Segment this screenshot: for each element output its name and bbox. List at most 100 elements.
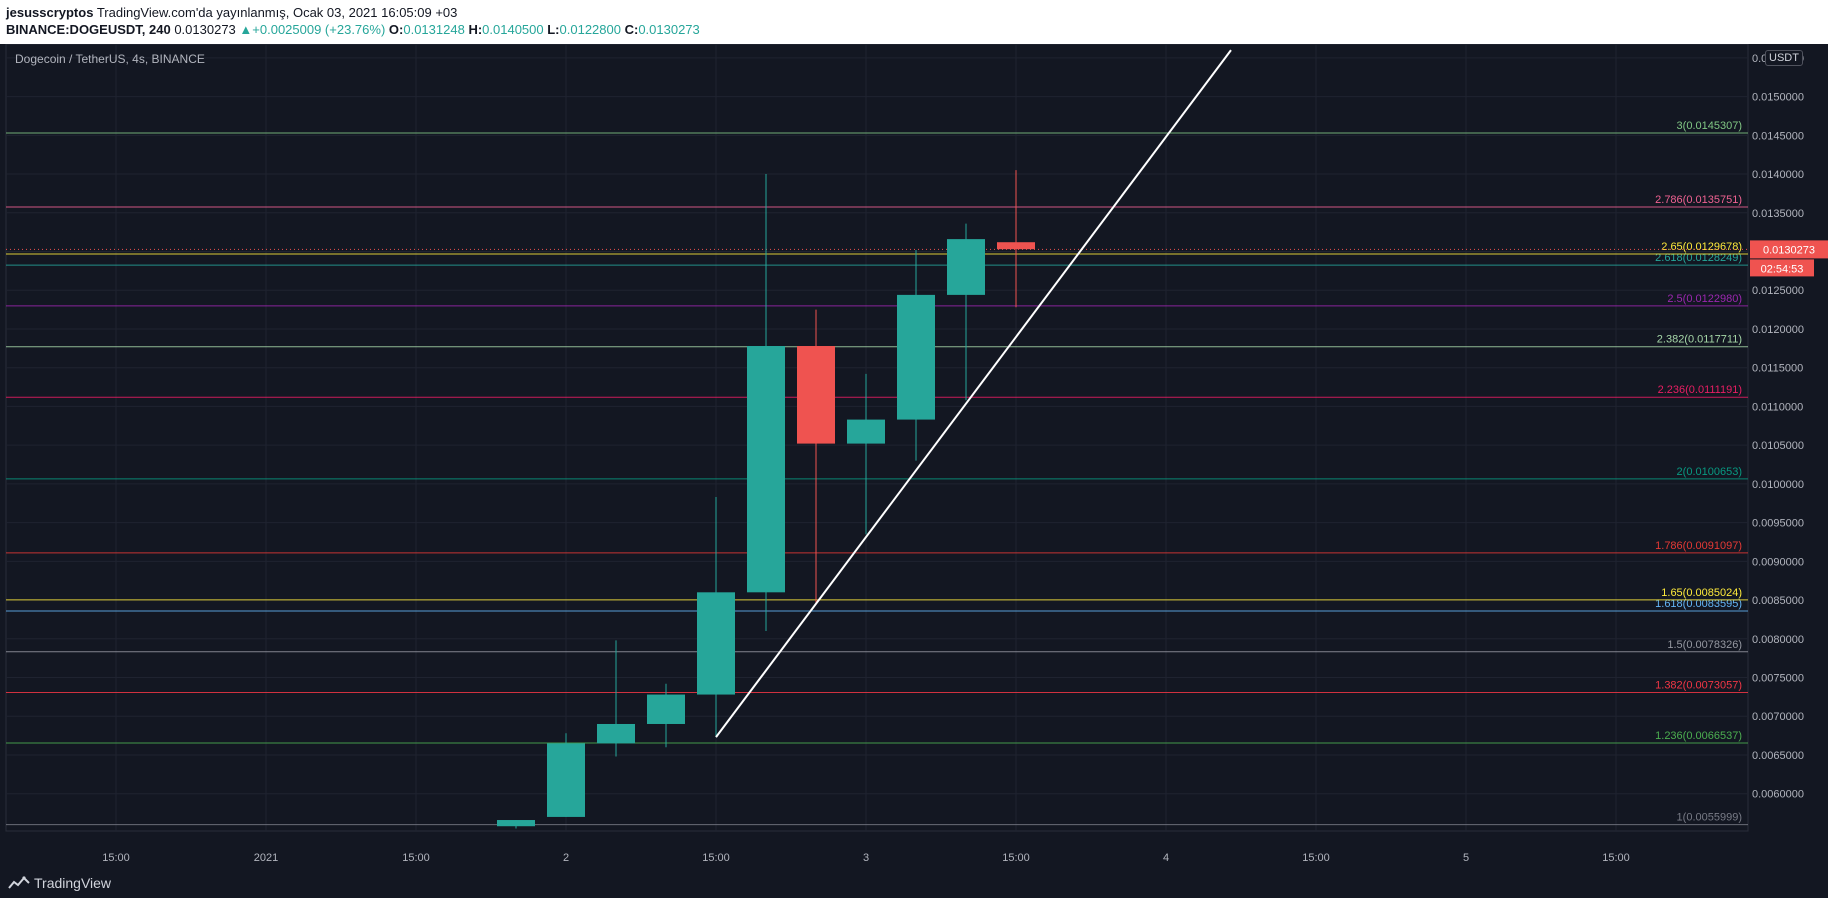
candle-body (997, 242, 1035, 250)
price-tick-label: 0.0135000 (1752, 208, 1804, 220)
candle-body (747, 346, 785, 593)
time-tick-label: 15:00 (1002, 852, 1030, 864)
time-tick-label: 15:00 (102, 852, 130, 864)
chart-area[interactable]: 0.0060000 0.0065000 0.0070000 0.0075000 0.00… (0, 44, 1828, 872)
fib-level-label: 1.786(0.0091097) (1655, 540, 1742, 552)
open-label: O: (388, 22, 404, 37)
candle-bullish (697, 497, 735, 738)
candle-body (497, 820, 535, 827)
last-price-marker (1750, 240, 1828, 259)
footer: TradingView (0, 872, 1828, 898)
close-value: 0.0130273 (638, 22, 700, 37)
price-tick-label: 0.0120000 (1752, 324, 1804, 336)
candle-bullish (547, 733, 585, 817)
time-tick-label: 2 (563, 852, 569, 864)
candle-bearish (797, 309, 835, 604)
fib-level-label: 1.65(0.0085024) (1661, 587, 1742, 599)
price-tick-label: 0.0095000 (1752, 518, 1804, 530)
candle-body (647, 694, 685, 724)
tradingview-logo-icon (8, 876, 30, 889)
price-tick-label: 0.0070000 (1752, 711, 1804, 723)
price-tick-label: 0.0085000 (1752, 595, 1804, 607)
candle-bullish (497, 820, 535, 829)
candle-body (547, 743, 585, 817)
time-tick-label: 15:00 (1602, 852, 1630, 864)
symbol-name: BINANCE:DOGEUSDT, 240 (6, 22, 171, 37)
candle-bullish (747, 174, 785, 632)
price-tick-label: 0.0115000 (1752, 363, 1803, 375)
time-tick-label: 5 (1463, 852, 1469, 864)
symbol-legend: BINANCE:DOGEUSDT, 240 0.0130273 ▲+0.0025… (6, 22, 700, 37)
candle-body (947, 239, 985, 295)
candles (497, 170, 1035, 829)
fib-level-label: 2.236(0.0111191) (1658, 384, 1742, 396)
candle-bullish (897, 249, 935, 461)
publish-info: jesusscryptos TradingView.com'da yayınla… (6, 5, 457, 20)
candle-bullish (847, 373, 885, 535)
price-tick-label: 0.0100000 (1752, 479, 1804, 491)
countdown-label: 02:54:53 (1761, 263, 1804, 275)
candle-bullish (947, 223, 985, 401)
fib-level-label: 2.382(0.0117711) (1657, 334, 1742, 346)
low-value: 0.0122800 (559, 22, 621, 37)
low-label: L: (547, 22, 560, 37)
candle-body (597, 723, 635, 744)
price-tick-label: 0.0105000 (1752, 440, 1804, 452)
time-tick-label: 15:00 (702, 852, 730, 864)
fib-level-label: 2.618(0.0128249) (1655, 252, 1742, 264)
fib-level-label: 2.65(0.0129678) (1661, 241, 1742, 253)
last-price-text: 0.0130273 (174, 22, 236, 37)
candle-body (847, 419, 885, 444)
fib-level-label: 1.5(0.0078326) (1667, 639, 1742, 651)
fib-level-label: 2(0.0100653) (1677, 466, 1742, 478)
time-tick-label: 2021 (254, 852, 278, 864)
fib-level-label: 1.236(0.0066537) (1655, 730, 1742, 742)
fib-level-label: 2.786(0.0135751) (1655, 194, 1742, 206)
publish-text: TradingView.com'da yayınlanmış, Ocak 03,… (96, 5, 458, 20)
high-label: H: (468, 22, 483, 37)
chart-header: jesusscryptos TradingView.com'da yayınla… (0, 0, 1828, 44)
candle-bullish (647, 683, 685, 748)
price-tick-label: 0.0110000 (1752, 401, 1803, 413)
price-tick-label: 0.0065000 (1752, 750, 1804, 762)
time-tick-label: 4 (1163, 852, 1169, 864)
currency-badge[interactable]: USDT (1765, 50, 1803, 66)
high-value: 0.0140500 (482, 22, 544, 37)
open-value: 0.0131248 (403, 22, 465, 37)
candle-body (697, 592, 735, 695)
price-tick-label: 0.0080000 (1752, 634, 1804, 646)
price-change: +0.0025009 (+23.76%) (252, 22, 386, 37)
time-tick-label: 15:00 (1302, 852, 1330, 864)
fib-levels: 1(0.0055999) 1.236(0.0066537) 1.382(0.0073… (6, 120, 1748, 826)
candlestick-chart[interactable]: 0.0060000 0.0065000 0.0070000 0.0075000 0.00… (0, 44, 1828, 872)
price-tick-label: 0.0060000 (1752, 789, 1804, 801)
price-tick-label: 0.0125000 (1752, 285, 1804, 297)
grid-lines (6, 44, 1748, 831)
price-tick-label: 0.0075000 (1752, 673, 1804, 685)
close-label: C: (624, 22, 639, 37)
brand[interactable]: TradingView (8, 875, 111, 891)
author-name[interactable]: jesusscryptos (6, 5, 94, 20)
price-tick-label: 0.0090000 (1752, 556, 1804, 568)
candle-body (797, 346, 835, 444)
price-tick-label: 0.0140000 (1752, 169, 1804, 181)
fib-level-label: 1.618(0.0083595) (1655, 598, 1742, 610)
countdown-marker (1750, 259, 1814, 277)
fib-level-label: 1.382(0.0073057) (1655, 680, 1742, 692)
trendline (715, 49, 1232, 738)
brand-name: TradingView (34, 875, 112, 891)
candle-bullish (597, 640, 635, 757)
time-tick-label: 3 (863, 852, 869, 864)
fib-level-label: 1(0.0055999) (1677, 812, 1742, 824)
fib-level-label: 3(0.0145307) (1677, 120, 1742, 132)
plot-border (5, 44, 1749, 832)
price-tick-label: 0.0150000 (1752, 92, 1804, 104)
time-tick-label: 15:00 (402, 852, 430, 864)
chart-title: Dogecoin / TetherUS, 4s, BINANCE (15, 52, 205, 66)
candle-body (897, 294, 935, 420)
fib-level-label: 2.5(0.0122980) (1667, 293, 1742, 305)
price-tick-label: 0.0145000 (1752, 130, 1804, 142)
candle-bearish (997, 170, 1035, 308)
change-up-icon: ▲ (239, 22, 253, 37)
last-price-label: 0.0130273 (1763, 244, 1815, 256)
